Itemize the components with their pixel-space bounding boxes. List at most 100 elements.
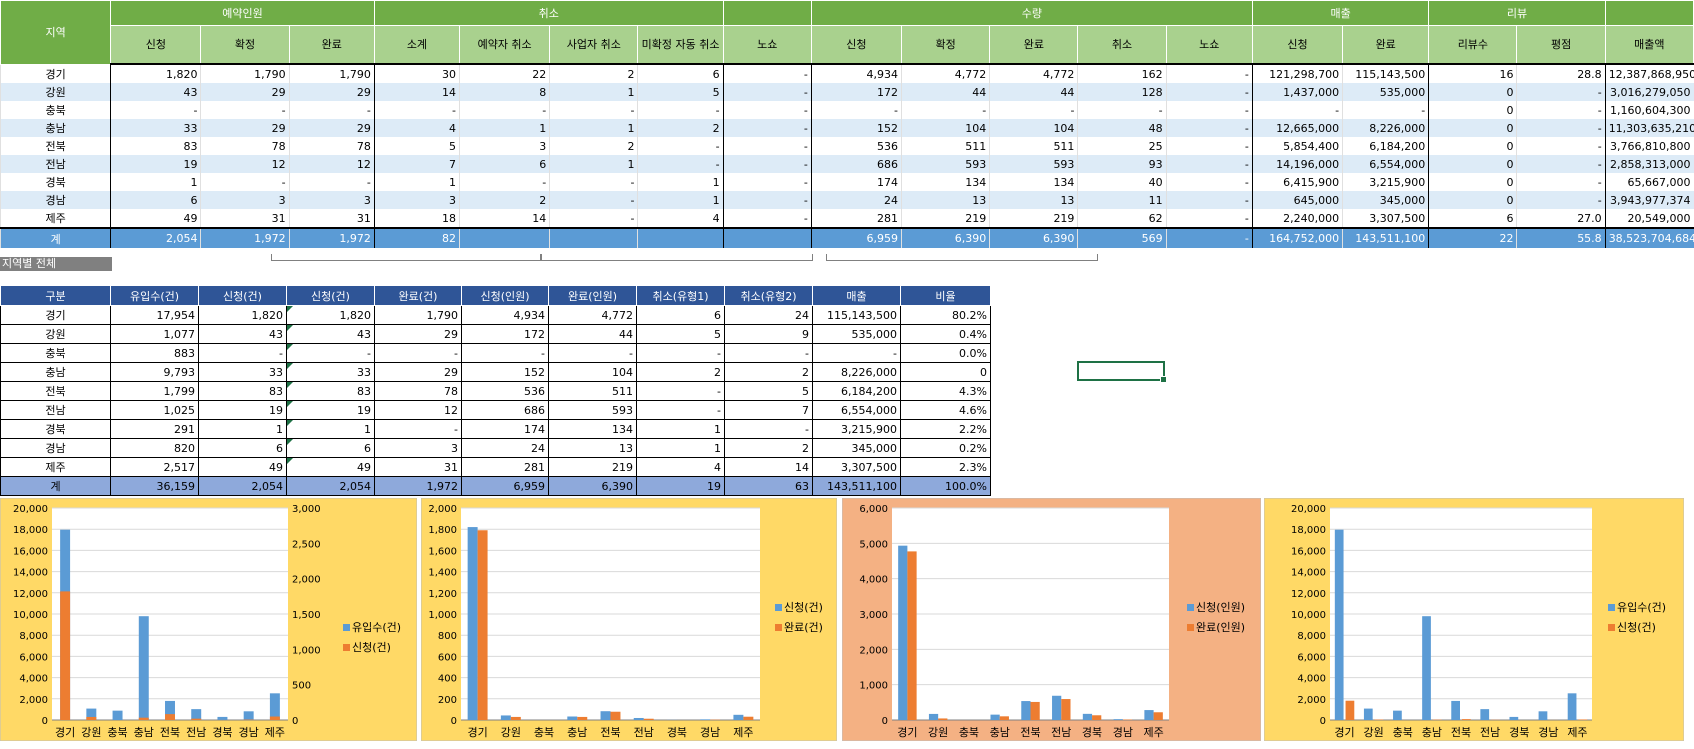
- data-cell[interactable]: -: [812, 343, 901, 363]
- data-cell[interactable]: 4.3%: [900, 381, 991, 401]
- data-cell[interactable]: 4,934: [810, 63, 902, 83]
- data-cell[interactable]: 345,000: [812, 438, 901, 458]
- data-cell[interactable]: 115,143,500: [812, 305, 901, 325]
- data-cell[interactable]: 16: [1428, 63, 1517, 83]
- data-cell[interactable]: 6: [198, 438, 287, 458]
- data-cell[interactable]: 6,959: [461, 476, 549, 496]
- data-cell[interactable]: 6,184,200: [812, 381, 901, 401]
- data-cell[interactable]: 1: [549, 119, 638, 137]
- data-cell[interactable]: 44: [989, 83, 1078, 101]
- data-cell[interactable]: 29: [288, 83, 375, 101]
- data-cell[interactable]: 43: [286, 324, 375, 344]
- data-cell[interactable]: 80.2%: [900, 305, 991, 325]
- data-cell[interactable]: 5: [373, 137, 460, 155]
- data-cell[interactable]: 6,415,900: [1251, 173, 1343, 191]
- data-cell[interactable]: -: [636, 343, 725, 363]
- data-cell[interactable]: 78: [374, 381, 462, 401]
- data-cell[interactable]: 0: [900, 362, 991, 382]
- data-cell[interactable]: 19: [198, 400, 287, 420]
- data-cell[interactable]: 31: [200, 209, 290, 228]
- total-cell[interactable]: [549, 227, 638, 248]
- data-cell[interactable]: 3,766,810,800: [1604, 137, 1694, 155]
- data-cell[interactable]: 24: [461, 438, 549, 458]
- data-cell[interactable]: -: [373, 101, 460, 119]
- category-cell[interactable]: 계: [0, 476, 111, 496]
- category-cell[interactable]: 경기: [0, 305, 111, 325]
- region-cell[interactable]: 경북: [0, 173, 112, 191]
- data-cell[interactable]: -: [636, 381, 725, 401]
- data-cell[interactable]: 78: [288, 137, 375, 155]
- data-cell[interactable]: -: [722, 119, 812, 137]
- data-cell[interactable]: -: [549, 191, 638, 209]
- data-cell[interactable]: 172: [810, 83, 902, 101]
- total-cell[interactable]: -: [1165, 227, 1253, 248]
- data-cell[interactable]: 30: [373, 63, 460, 83]
- total-cell[interactable]: 82: [373, 227, 460, 248]
- total-cell[interactable]: 2,054: [110, 227, 201, 248]
- data-cell[interactable]: 121,298,700: [1251, 63, 1343, 83]
- data-cell[interactable]: -: [461, 343, 549, 363]
- data-cell[interactable]: 78: [200, 137, 290, 155]
- data-cell[interactable]: 152: [461, 362, 549, 382]
- data-cell[interactable]: -: [722, 173, 812, 191]
- data-cell[interactable]: 6: [636, 305, 725, 325]
- data-cell[interactable]: 2: [724, 438, 813, 458]
- data-cell[interactable]: 33: [286, 362, 375, 382]
- chart-inflow-applications-2[interactable]: 0 2,000 4,000 6,000 8,000 10,000 12,000 14,000 1…: [1264, 498, 1684, 741]
- data-cell[interactable]: 2: [636, 362, 725, 382]
- data-cell[interactable]: 14,196,000: [1251, 155, 1343, 173]
- data-cell[interactable]: 3: [200, 191, 290, 209]
- data-cell[interactable]: 83: [286, 381, 375, 401]
- data-cell[interactable]: 4: [636, 457, 725, 477]
- data-cell[interactable]: -: [1516, 83, 1606, 101]
- data-cell[interactable]: -: [459, 173, 550, 191]
- region-cell[interactable]: 충남: [0, 119, 112, 137]
- total-cell[interactable]: 143,511,100: [1342, 227, 1430, 248]
- data-cell[interactable]: 1: [110, 173, 201, 191]
- data-cell[interactable]: 49: [198, 457, 287, 477]
- data-cell[interactable]: 22: [459, 63, 550, 83]
- data-cell[interactable]: 63: [724, 476, 813, 496]
- data-cell[interactable]: -: [286, 343, 375, 363]
- data-cell[interactable]: 6: [637, 63, 724, 83]
- chart-inflow-applications[interactable]: 0 2,000 4,000 6,000 8,000 10,000 12,000 14,000 1…: [0, 498, 417, 741]
- data-cell[interactable]: 7: [373, 155, 460, 173]
- chart-persons-applied-completed[interactable]: 0 1,000 2,000 3,000 4,000 5,000 6,000 경기 강원 충북 충남 전…: [842, 498, 1261, 741]
- category-cell[interactable]: 전북: [0, 381, 111, 401]
- data-cell[interactable]: 6,554,000: [1342, 155, 1430, 173]
- region-cell[interactable]: 경남: [0, 191, 112, 209]
- data-cell[interactable]: 0: [1428, 173, 1517, 191]
- data-cell[interactable]: 1: [637, 173, 724, 191]
- data-cell[interactable]: 7: [724, 400, 813, 420]
- data-cell[interactable]: 1: [549, 83, 638, 101]
- data-cell[interactable]: -: [722, 137, 812, 155]
- data-cell[interactable]: 1: [636, 438, 725, 458]
- data-cell[interactable]: 12: [374, 400, 462, 420]
- data-cell[interactable]: -: [1516, 191, 1606, 209]
- data-cell[interactable]: 0: [1428, 101, 1517, 119]
- data-cell[interactable]: 28.8: [1516, 63, 1606, 83]
- data-cell[interactable]: 93: [1077, 155, 1167, 173]
- data-cell[interactable]: 0: [1428, 137, 1517, 155]
- total-cell[interactable]: 1,972: [200, 227, 290, 248]
- data-cell[interactable]: 0: [1428, 119, 1517, 137]
- data-cell[interactable]: 536: [461, 381, 549, 401]
- category-cell[interactable]: 경북: [0, 419, 111, 439]
- data-cell[interactable]: 3,307,500: [1342, 209, 1430, 228]
- data-cell[interactable]: 11,303,635,210: [1604, 119, 1694, 137]
- total-cell[interactable]: [637, 227, 724, 248]
- data-cell[interactable]: 1: [373, 173, 460, 191]
- data-cell[interactable]: 44: [901, 83, 990, 101]
- data-cell[interactable]: 1: [286, 419, 375, 439]
- data-cell[interactable]: 24: [724, 305, 813, 325]
- data-cell[interactable]: -: [374, 419, 462, 439]
- data-cell[interactable]: -: [724, 419, 813, 439]
- data-cell[interactable]: 511: [989, 137, 1078, 155]
- data-cell[interactable]: 162: [1077, 63, 1167, 83]
- region-cell[interactable]: 전북: [0, 137, 112, 155]
- data-cell[interactable]: 13: [548, 438, 637, 458]
- data-cell[interactable]: 29: [200, 83, 290, 101]
- data-cell[interactable]: 13: [901, 191, 990, 209]
- data-cell[interactable]: 4: [373, 119, 460, 137]
- region-cell[interactable]: 경기: [0, 63, 112, 83]
